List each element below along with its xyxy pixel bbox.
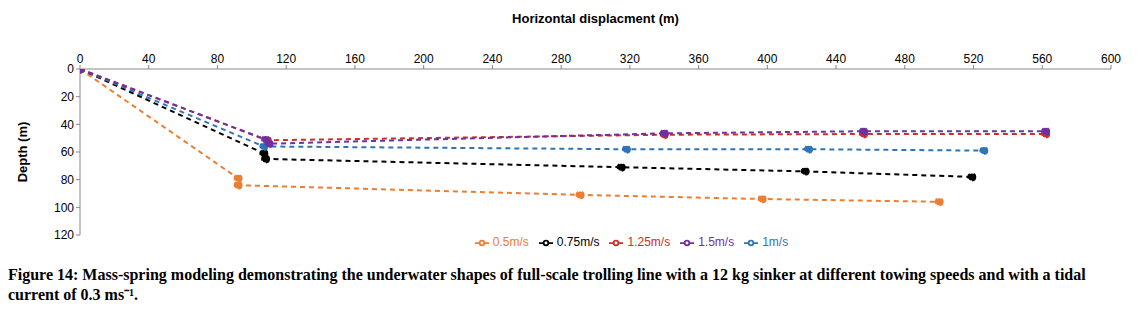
svg-text:Depth (m): Depth (m) xyxy=(15,122,30,183)
svg-text:600: 600 xyxy=(1101,52,1121,66)
svg-text:80: 80 xyxy=(61,173,75,187)
svg-text:480: 480 xyxy=(895,52,915,66)
svg-text:240: 240 xyxy=(482,52,502,66)
svg-text:280: 280 xyxy=(551,52,571,66)
svg-text:100: 100 xyxy=(54,201,74,215)
svg-text:200: 200 xyxy=(414,52,434,66)
svg-text:40: 40 xyxy=(142,52,156,66)
svg-text:60: 60 xyxy=(61,145,75,159)
svg-text:560: 560 xyxy=(1032,52,1052,66)
svg-text:320: 320 xyxy=(620,52,640,66)
html-text:1.5m/s: 1.5m/s xyxy=(698,235,735,249)
html-text:1m/s: 1m/s xyxy=(762,235,789,249)
svg-text:40: 40 xyxy=(61,118,75,132)
html-text:1.25m/s: 1.25m/s xyxy=(627,235,671,249)
svg-text:0: 0 xyxy=(77,52,84,66)
html-text:Horizontal displacment (m): Horizontal displacment (m) xyxy=(512,11,679,26)
html-text:0.5m/s: 0.5m/s xyxy=(492,235,529,249)
svg-text:120: 120 xyxy=(276,52,296,66)
svg-text:440: 440 xyxy=(826,52,846,66)
svg-text:400: 400 xyxy=(757,52,777,66)
svg-text:360: 360 xyxy=(689,52,709,66)
svg-text:80: 80 xyxy=(211,52,225,66)
html-text:Figure 14: Mass-spring modelin: Figure 14: Mass-spring modeling demonstr… xyxy=(8,266,1086,303)
html-text:0.75m/s: 0.75m/s xyxy=(556,235,600,249)
svg-text:20: 20 xyxy=(61,90,75,104)
svg-text:120: 120 xyxy=(54,228,74,242)
svg-text:0: 0 xyxy=(67,62,74,76)
svg-text:520: 520 xyxy=(964,52,984,66)
svg-text:160: 160 xyxy=(345,52,365,66)
